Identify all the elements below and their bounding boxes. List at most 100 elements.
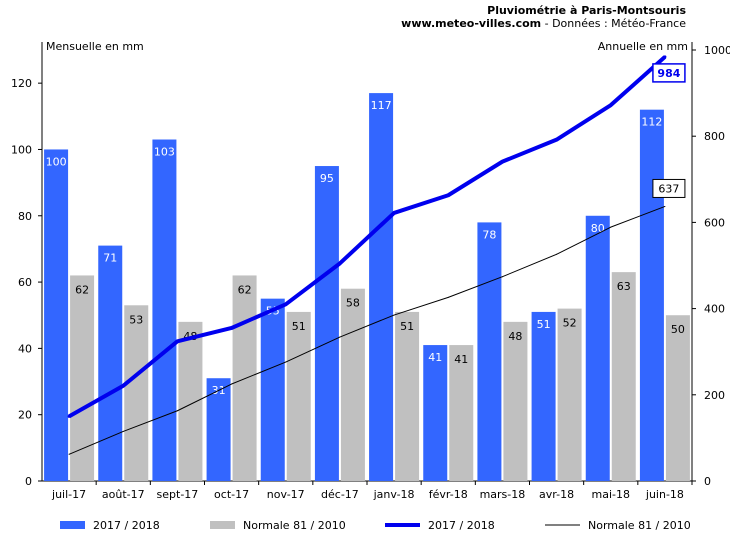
line-normale-point [176, 410, 178, 412]
bar-normale [70, 275, 95, 481]
bar-normale-label: 52 [563, 317, 577, 330]
line-2017-2018-point [284, 302, 288, 306]
callout-2017-2018-box [652, 63, 686, 83]
bar-2017-2018-label: 117 [371, 99, 392, 112]
line-normale-point [231, 383, 233, 385]
bar-normale [503, 321, 528, 481]
line-normale-point [501, 276, 503, 278]
bar-normale-label: 58 [346, 297, 360, 310]
line-2017-2018-point [67, 414, 71, 418]
bar-2017-2018 [44, 149, 69, 481]
chart-title: Pluviométrie à Paris-Montsouris [487, 4, 686, 17]
bar-2017-2018 [639, 109, 664, 481]
bar-2017-2018-label: 95 [320, 172, 334, 185]
line-2017-2018-point [175, 339, 179, 343]
line-normale-point [610, 226, 612, 228]
line-2017-2018-point [392, 211, 396, 215]
bar-normale [611, 272, 636, 481]
bar-2017-2018 [531, 311, 556, 481]
line-normale-point [285, 361, 287, 363]
line-2017-2018-point [555, 138, 559, 142]
x-tick-label: mars-18 [480, 488, 526, 501]
line-normale-point [393, 314, 395, 316]
line-2017-2018-point [338, 261, 342, 265]
x-tick-label: juil-17 [51, 488, 86, 501]
right-axis-title: Annuelle en mm [598, 40, 688, 53]
x-tick-label: févr-18 [429, 488, 468, 501]
callout-normale-box [652, 178, 686, 198]
left-tick-label: 60 [18, 276, 32, 289]
bar-2017-2018-label: 51 [537, 318, 551, 331]
x-tick-label: août-17 [102, 488, 145, 501]
bar-normale-label: 62 [238, 283, 252, 296]
line-2017-2018 [68, 55, 667, 419]
line-2017-2018-point [121, 384, 125, 388]
bar-normale [557, 308, 582, 481]
bar-normale-label: 41 [454, 353, 468, 366]
x-tick-label: juin-18 [645, 488, 684, 501]
right-tick-label: 400 [704, 303, 725, 316]
source-credit: - Données : Météo-France [541, 17, 686, 30]
right-tick-label: 1000 [704, 44, 730, 57]
bar-normale-label: 48 [508, 330, 522, 343]
x-tick-label: janv-18 [373, 488, 415, 501]
line-normale-point [122, 430, 124, 432]
line-2017-2018-point [446, 193, 450, 197]
bar-2017-2018 [423, 345, 448, 481]
line-2017-2018-point [609, 103, 613, 107]
x-tick-label: déc-17 [321, 488, 359, 501]
bar-2017-2018 [152, 139, 177, 481]
line-normale [68, 205, 666, 455]
line-normale-point [447, 296, 449, 298]
bar-normale [286, 311, 311, 481]
left-axis-title: Mensuelle en mm [46, 40, 144, 53]
right-tick-label: 200 [704, 389, 725, 402]
callout-2017-2018-label: 984 [657, 67, 680, 80]
left-tick-label: 120 [11, 77, 32, 90]
callout-normale-label: 637 [658, 182, 679, 195]
bar-normale-label: 62 [75, 283, 89, 296]
bar-2017-2018 [206, 378, 231, 481]
left-tick-label: 20 [18, 409, 32, 422]
right-tick-label: 600 [704, 216, 725, 229]
line-2017-2018-point [500, 160, 504, 164]
legend-bar-2017-2018-label: 2017 / 2018 [93, 519, 160, 532]
bar-2017-2018-label: 103 [154, 146, 175, 159]
bar-normale-label: 51 [400, 320, 414, 333]
x-tick-label: mai-18 [592, 488, 630, 501]
left-tick-label: 40 [18, 342, 32, 355]
line-normale-point [68, 453, 70, 455]
bar-normale [449, 345, 474, 481]
legend-bar-2017-2018-swatch [60, 521, 85, 529]
source-site: www.meteo-villes.com [401, 17, 541, 30]
bar-2017-2018-label: 41 [428, 351, 442, 364]
x-tick-label: oct-17 [214, 488, 249, 501]
bar-normale-label: 53 [129, 313, 143, 326]
bar-normale [178, 321, 203, 481]
bar-2017-2018-label: 112 [641, 116, 662, 129]
bar-2017-2018 [314, 166, 339, 482]
line-normale-point [556, 253, 558, 255]
bar-2017-2018 [477, 222, 502, 481]
left-tick-label: 0 [25, 475, 32, 488]
bar-normale [665, 315, 690, 481]
bar-2017-2018-label: 71 [103, 252, 117, 265]
legend: 2017 / 2018 Normale 81 / 2010 2017 / 2018 N… [60, 519, 691, 532]
line-normale-point [664, 205, 666, 207]
legend-bar-normale-label: Normale 81 / 2010 [243, 519, 346, 532]
x-tick-label: sept-17 [157, 488, 199, 501]
bar-2017-2018-label: 78 [482, 228, 496, 241]
bar-normale-label: 50 [671, 323, 685, 336]
right-tick-label: 0 [704, 475, 711, 488]
x-tick-label: nov-17 [267, 488, 305, 501]
line-2017-2018-point [663, 55, 667, 59]
chart-subtitle: www.meteo-villes.com - Données : Météo-F… [401, 17, 686, 30]
bar-normale-label: 63 [617, 280, 631, 293]
legend-line-2017-2018-label: 2017 / 2018 [428, 519, 495, 532]
bar-2017-2018 [98, 245, 123, 481]
bar-2017-2018-label: 100 [46, 155, 67, 168]
plot-area: 0 20 40 60 80 100 120 0 200 400 600 800 1000 juil-17 1… [11, 42, 730, 501]
bar-2017-2018 [260, 298, 285, 481]
bar-normale [124, 305, 149, 481]
